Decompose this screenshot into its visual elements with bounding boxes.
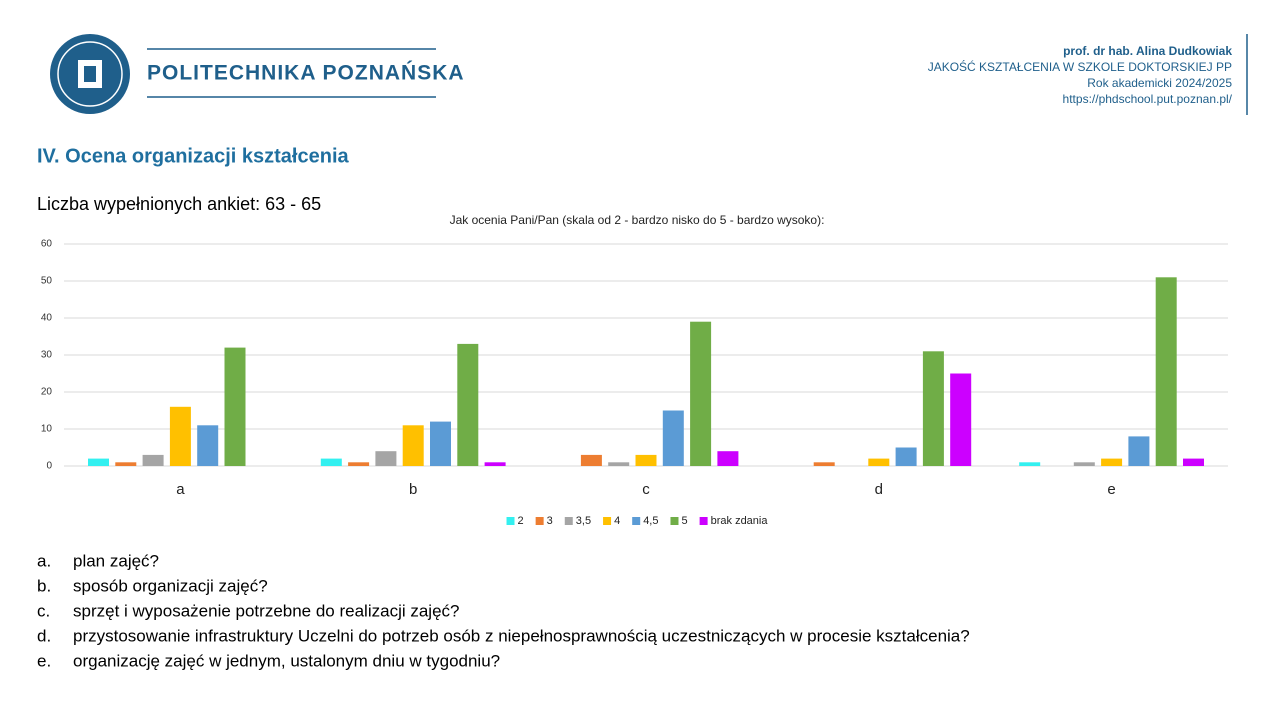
bar xyxy=(1101,458,1123,466)
x-tick-label: b xyxy=(409,481,417,498)
bar xyxy=(813,462,835,466)
question-letter: e. xyxy=(37,651,51,670)
url: https://phdschool.put.poznan.pl/ xyxy=(1063,92,1233,106)
logo-ring xyxy=(57,41,123,107)
y-tick-label: 0 xyxy=(46,461,52,472)
x-tick-label: d xyxy=(875,481,883,498)
question-letter: d. xyxy=(37,626,51,645)
y-tick-label: 10 xyxy=(41,424,53,435)
y-tick-label: 60 xyxy=(41,239,53,250)
legend-swatch xyxy=(535,517,544,525)
legend-swatch xyxy=(670,517,679,525)
question-letter: c. xyxy=(37,601,50,620)
bar xyxy=(868,458,890,466)
question-text: organizację zajęć w jednym, ustalonym dn… xyxy=(73,651,500,670)
y-tick-label: 30 xyxy=(41,350,53,361)
legend-label: 4,5 xyxy=(643,515,658,527)
x-tick-label: e xyxy=(1107,481,1115,498)
legend-label: 2 xyxy=(518,515,524,527)
survey-count: Liczba wypełnionych ankiet: 63 - 65 xyxy=(37,194,321,214)
section-title: IV. Ocena organizacji kształcenia xyxy=(37,145,350,167)
bar xyxy=(88,458,109,466)
legend-label: 5 xyxy=(681,515,687,527)
bar xyxy=(197,425,219,466)
y-tick-label: 50 xyxy=(41,276,53,287)
bar xyxy=(1155,277,1177,466)
bar xyxy=(950,373,972,466)
bar xyxy=(580,454,602,466)
bar xyxy=(169,406,191,466)
question-letter: b. xyxy=(37,576,51,595)
bar xyxy=(1183,458,1204,466)
bar xyxy=(895,447,917,466)
bar xyxy=(1019,462,1041,466)
legend-swatch xyxy=(699,517,708,525)
bar xyxy=(662,410,684,466)
question-text: przystosowanie infrastruktury Uczelni do… xyxy=(73,626,970,645)
bar xyxy=(608,462,630,466)
legend-label: 3 xyxy=(547,515,553,527)
question-text: sposób organizacji zajęć? xyxy=(73,576,268,595)
legend-label: brak zdania xyxy=(711,515,769,527)
logo-shield-inner xyxy=(84,66,96,82)
bar xyxy=(348,462,370,466)
question-text: sprzęt i wyposażenie potrzebne do realiz… xyxy=(73,601,459,620)
legend-swatch xyxy=(506,517,515,525)
legend-swatch xyxy=(603,517,612,525)
legend-label: 3,5 xyxy=(576,515,591,527)
question-letter: a. xyxy=(37,551,51,570)
legend-swatch xyxy=(564,517,573,525)
logo xyxy=(50,34,130,114)
y-tick-label: 40 xyxy=(41,313,53,324)
y-tick-label: 20 xyxy=(41,387,53,398)
bar xyxy=(375,451,397,466)
program: JAKOŚĆ KSZTAŁCENIA W SZKOLE DOKTORSKIEJ … xyxy=(928,59,1232,74)
bar xyxy=(457,343,479,466)
author: prof. dr hab. Alina Dudkowiak xyxy=(1063,44,1232,58)
bar xyxy=(690,321,712,466)
bar xyxy=(430,421,451,466)
year: Rok akademicki 2024/2025 xyxy=(1087,76,1232,90)
bar xyxy=(402,425,424,466)
bar xyxy=(115,462,137,466)
bar xyxy=(1073,462,1095,466)
questions: a. plan zajęć? b. sposób organizacji zajęć?… xyxy=(37,551,970,670)
legend: 2 3 3,5 4 4,5 5 brak zdania xyxy=(506,515,769,527)
legend-label: 4 xyxy=(614,515,620,527)
bar xyxy=(142,454,164,466)
x-tick-label: c xyxy=(642,481,650,498)
x-tick-label: a xyxy=(176,481,185,498)
bar xyxy=(635,454,657,466)
question-text: plan zajęć? xyxy=(73,551,159,570)
bar xyxy=(224,347,246,466)
plot: 0 10 20 30 40 50 60 a b c d e xyxy=(41,239,1228,498)
chart-title: Jak ocenia Pani/Pan (skala od 2 - bardzo… xyxy=(450,213,825,227)
bar xyxy=(717,451,739,466)
bar xyxy=(922,351,944,466)
bar xyxy=(320,458,342,466)
legend-swatch xyxy=(632,517,641,525)
logo-text: POLITECHNIKA POZNAŃSKA xyxy=(147,62,465,85)
bar xyxy=(484,462,506,466)
bar xyxy=(1128,436,1150,466)
